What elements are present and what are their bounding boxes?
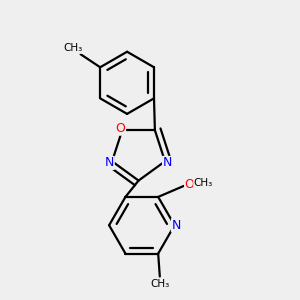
Text: CH₃: CH₃ [194,178,213,188]
Text: N: N [163,157,172,169]
Text: O: O [116,122,125,135]
Text: N: N [172,219,181,232]
Text: CH₃: CH₃ [150,279,170,289]
Text: N: N [105,157,114,169]
Text: O: O [185,178,195,191]
Text: CH₃: CH₃ [64,43,83,53]
